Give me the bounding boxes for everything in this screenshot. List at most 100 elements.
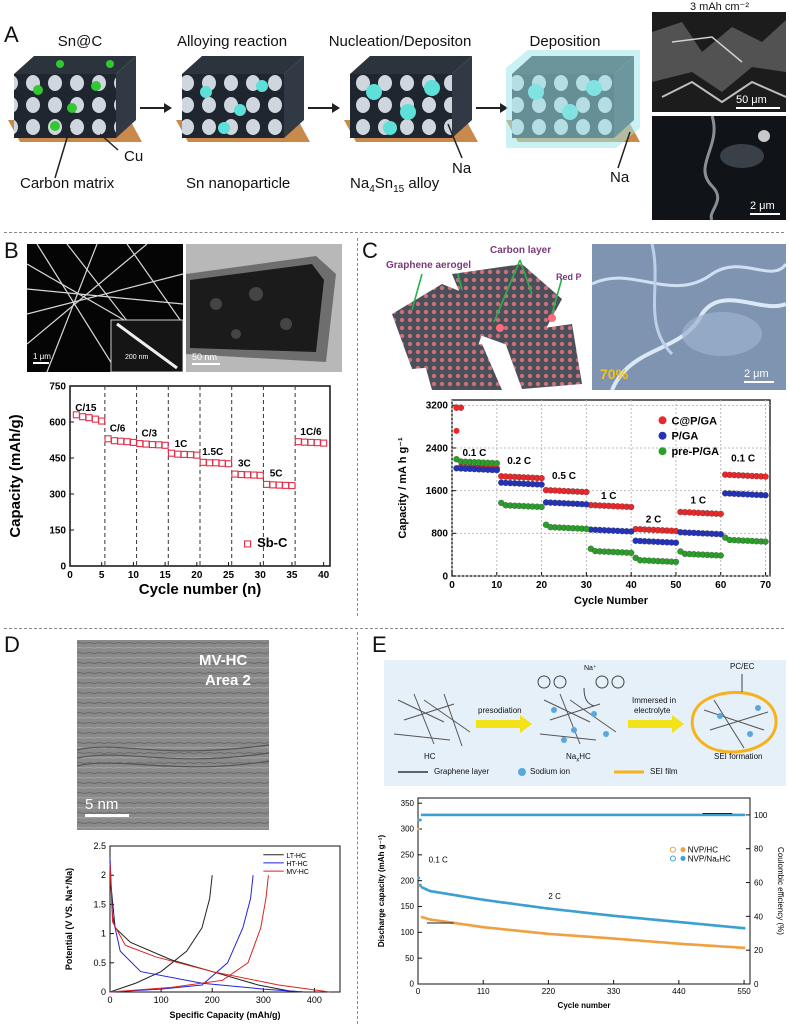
cube-deposition [506, 50, 640, 148]
legend-marker [658, 431, 667, 440]
x-tick-label: 5 [99, 570, 105, 581]
data-point [417, 827, 420, 831]
label-cu: Cu [124, 148, 144, 165]
y-tick-label: 150 [401, 902, 415, 911]
data-point [85, 414, 93, 422]
divider-d-e [357, 632, 358, 1024]
data-point [136, 440, 144, 448]
e-label-sei-formation: SEI formation [714, 752, 763, 761]
e-label-na-plus: Na⁺ [584, 665, 597, 672]
tem-scale-1um-text: 1 μm [33, 352, 51, 361]
y-axis-label: Capacity / mA h g⁻¹ [397, 437, 409, 539]
alloy-sub-15: 15 [393, 184, 405, 195]
x-tick-label: 440 [672, 987, 686, 996]
c-sem-image: 70% 2 μm [592, 244, 786, 390]
y-tick-label: 800 [431, 529, 448, 540]
legend-label: NVP/NaₓHC [688, 854, 731, 863]
legend-label: LT-HC [286, 853, 306, 860]
y-tick-label: 2400 [426, 443, 449, 454]
legend-label: HT-HC [286, 861, 307, 868]
data-point [717, 552, 724, 559]
x-tick-label: 60 [715, 580, 727, 591]
label-sn-nanoparticle: Sn nanoparticle [186, 175, 291, 192]
ce-point [418, 818, 422, 822]
x-tick-label: 300 [256, 995, 271, 1005]
x-tick-label: 70 [760, 580, 772, 591]
divider-a-bc [4, 232, 784, 233]
panel-letter-e: E [372, 632, 387, 657]
data-point [717, 510, 724, 518]
y2-tick-label: 0 [754, 980, 759, 989]
y-tick-label: 450 [49, 453, 66, 464]
y-tick-label: 0 [60, 561, 66, 572]
rate-label: 1.5C [202, 447, 223, 458]
y-tick-label: 1600 [426, 486, 449, 497]
legend-label: P/GA [671, 431, 698, 443]
y2-tick-label: 20 [754, 946, 763, 955]
legend-label: Sb-C [257, 535, 288, 550]
rate-label: C/15 [75, 403, 97, 414]
data-point [418, 883, 422, 887]
data-point [91, 415, 99, 423]
data-point [231, 470, 239, 478]
data-point [110, 437, 118, 445]
e-label-pcec: PC/EC [730, 662, 755, 671]
data-point [294, 438, 302, 446]
data-point [148, 441, 156, 449]
x-tick-label: 25 [223, 570, 235, 581]
data-point [762, 473, 769, 480]
data-point [218, 459, 226, 467]
series-line [109, 857, 305, 993]
x-tick-label: 20 [536, 580, 548, 591]
e-naxhc-hc: HC [579, 752, 591, 761]
step-title-snc: Sn@C [57, 33, 103, 50]
panel-letter-d: D [4, 632, 20, 657]
data-point [205, 459, 214, 467]
tem-nanowires: 1 μm 200 nm [27, 244, 183, 372]
data-point [212, 459, 220, 467]
e-legend-graphene: Graphene layer [434, 767, 490, 776]
data-point [307, 438, 315, 446]
rate-label: 3C [238, 459, 251, 470]
y-tick-label: 0.5 [93, 958, 106, 968]
legend-label: NVP/HC [688, 846, 718, 855]
sem-top-scale-text: 50 μm [736, 94, 767, 106]
data-point [417, 876, 420, 880]
e-label-presodiation: presodiation [478, 706, 522, 715]
rate-label: C/6 [110, 424, 126, 435]
y-axis-label: Capacity (mAh/g) [7, 414, 24, 537]
rate-label: 0.2 C [507, 456, 531, 467]
e-naxhc-sub: x [576, 757, 580, 764]
sem-top-scale: 50 μm [736, 94, 780, 109]
y2-tick-label: 80 [754, 845, 763, 854]
x-tick-label: 20 [191, 570, 203, 581]
label-na-deposition: Na [610, 169, 630, 186]
x-axis-label: Cycle number (n) [139, 581, 262, 598]
x-tick-label: 100 [154, 995, 169, 1005]
x-axis-label: Cycle Number [574, 595, 649, 607]
y2-tick-label: 40 [754, 912, 763, 921]
rate-label: 0.1 C [462, 448, 486, 459]
y2-tick-label: 100 [754, 811, 768, 820]
e-schematic: HC presodiation Na⁺ NaxHC Immersed in el… [384, 660, 786, 786]
data-point [269, 481, 277, 489]
x-tick-label: 330 [607, 987, 621, 996]
sem-bottom-scale-text: 2 μm [750, 200, 775, 212]
data-point [453, 405, 460, 411]
y-tick-label: 3200 [426, 401, 449, 412]
cube-nucleation [344, 56, 478, 142]
y-tick-label: 300 [401, 825, 415, 834]
alloy-sn: Sn [374, 175, 394, 192]
y-tick-label: 2 [101, 870, 106, 880]
c-sem-scale-text: 2 μm [744, 368, 769, 380]
alloy-word: alloy [404, 175, 440, 192]
data-point [628, 528, 635, 535]
x-tick-label: 10 [128, 570, 140, 581]
plot-frame [109, 845, 341, 993]
c-aerogel-schematic [382, 244, 588, 390]
x-tick-label: 220 [542, 987, 556, 996]
d-tem-title-1: MV-HC [199, 652, 248, 669]
data-point [583, 525, 590, 533]
data-point [288, 482, 296, 490]
chart-c-rate: 0 10 20 30 40 50 60 70 0 800 1600 2400 3200 Cycle Num… [397, 399, 772, 607]
